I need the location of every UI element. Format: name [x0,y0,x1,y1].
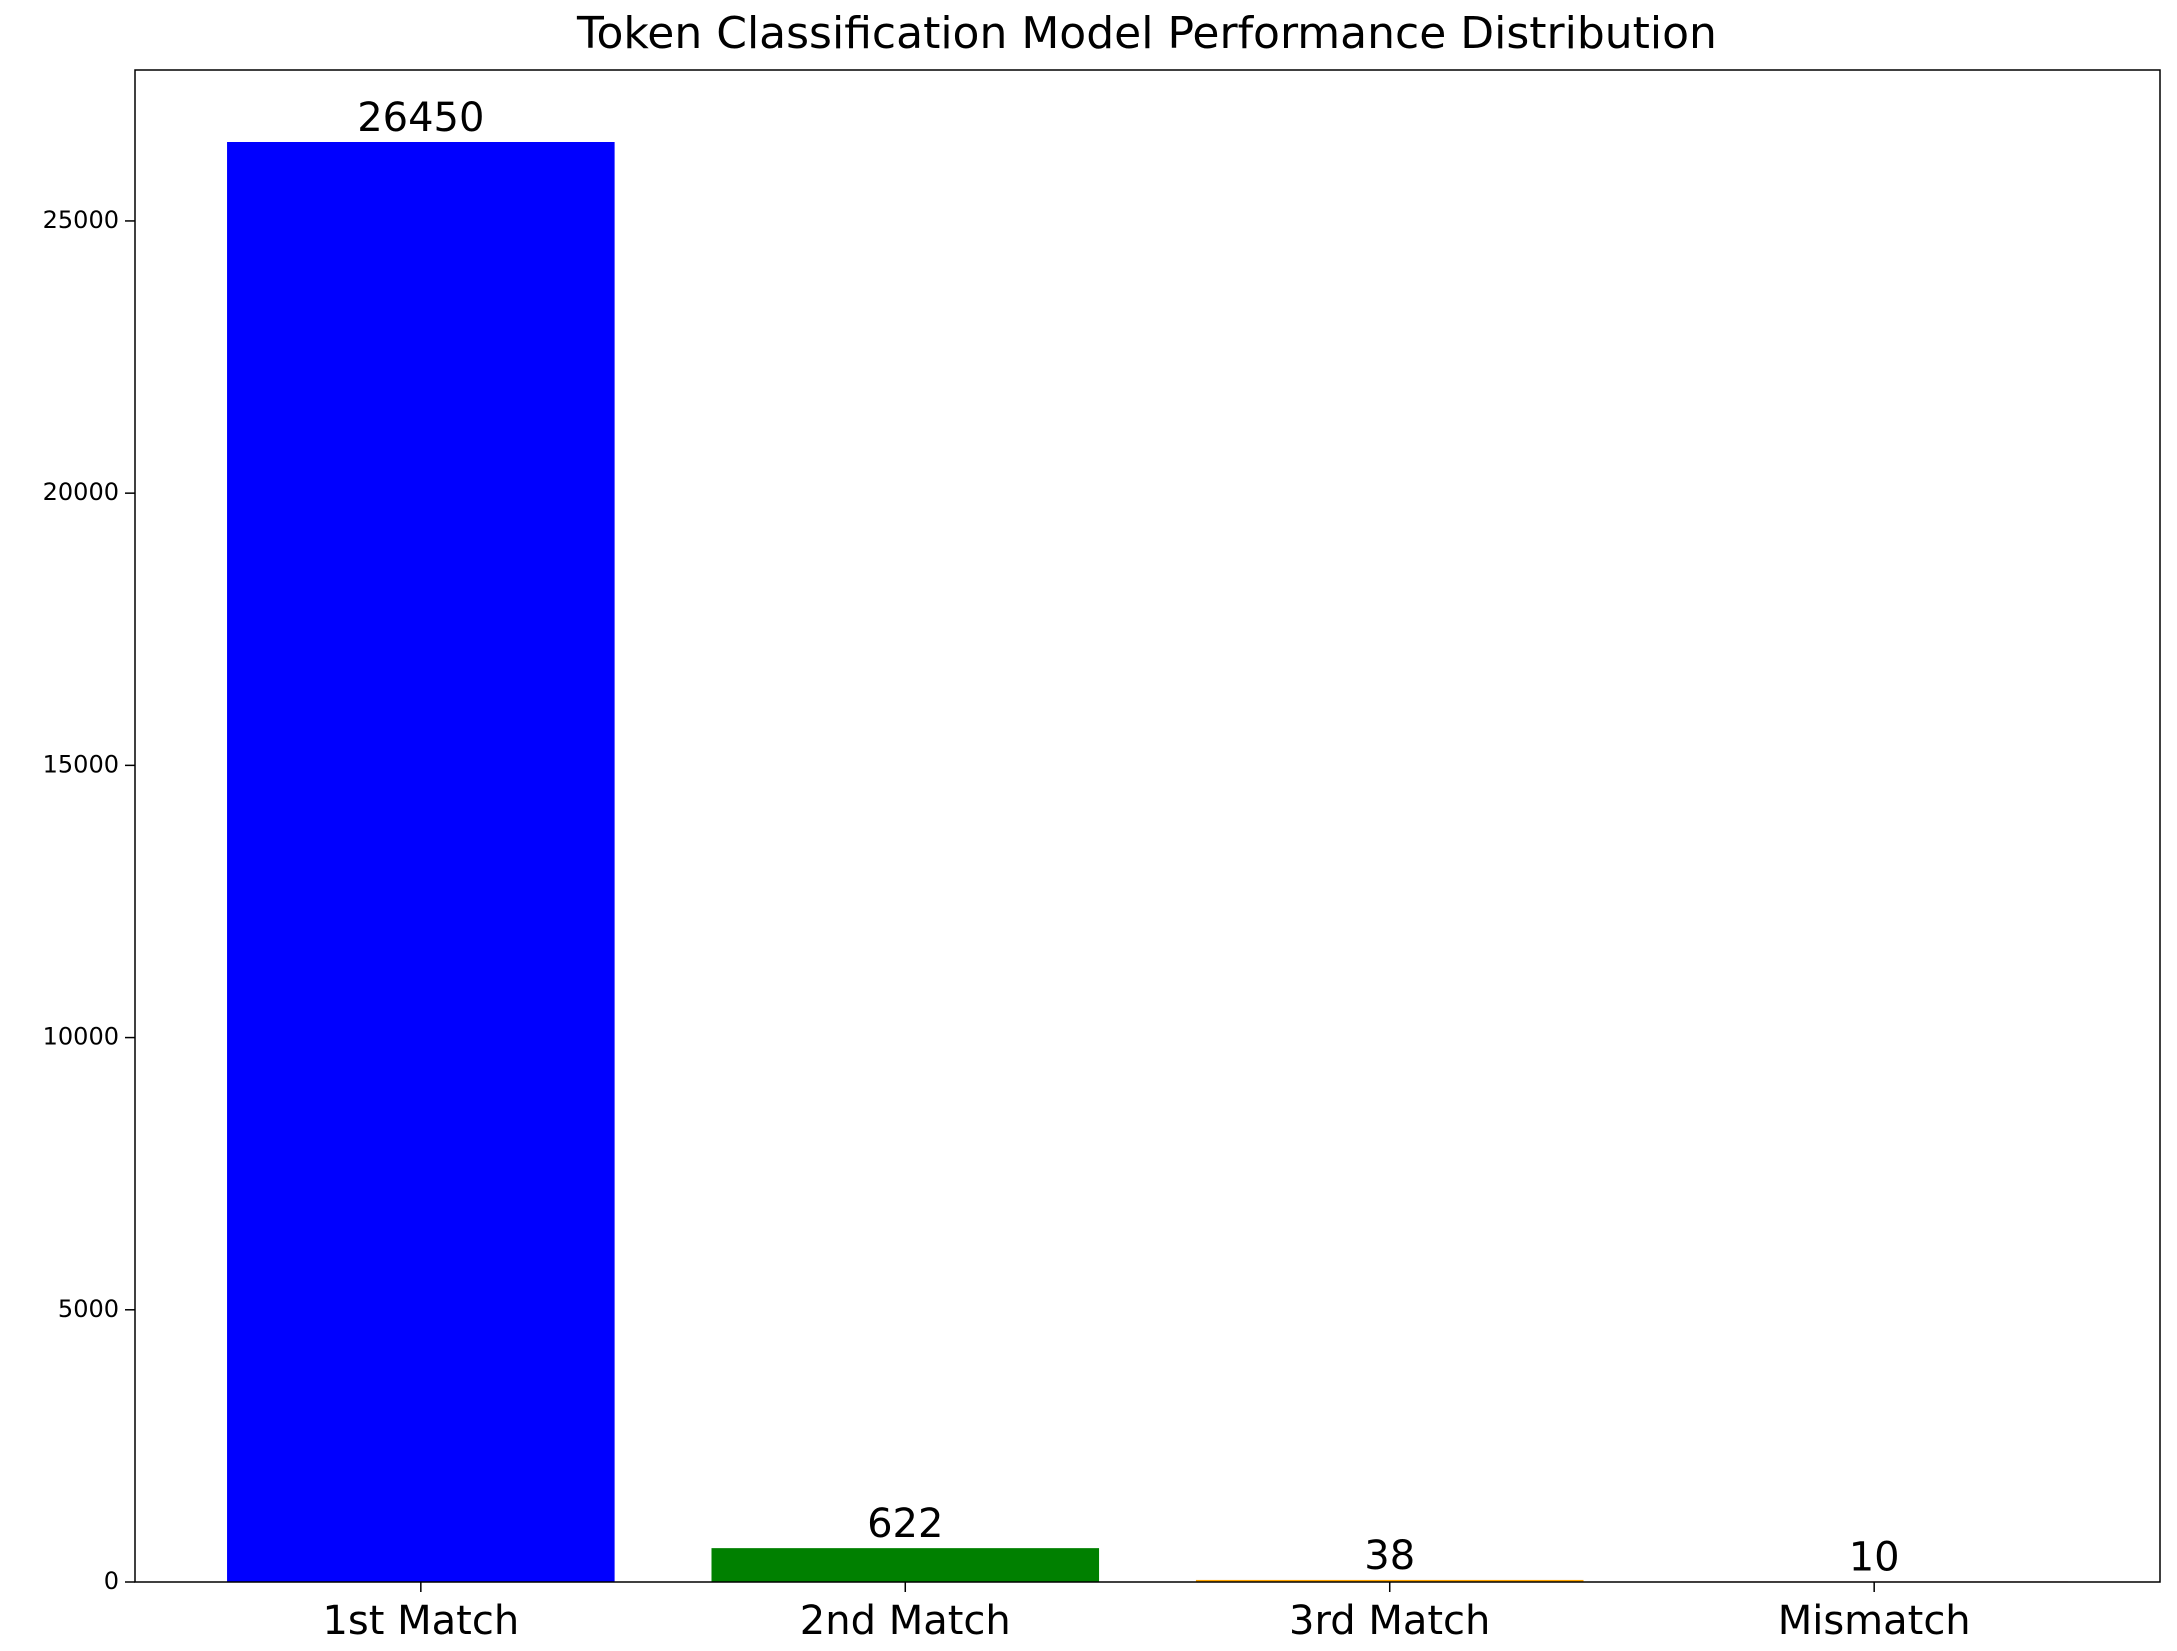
value-label: 10 [1849,1534,1900,1580]
y-tick-label: 0 [104,1567,119,1595]
bar [1195,1579,1584,1582]
value-label: 38 [1364,1533,1415,1579]
bar [227,142,615,1582]
chart-title: Token Classification Model Performance D… [576,8,1717,59]
bar [711,1548,1100,1582]
value-label: 622 [867,1501,943,1547]
y-tick-label: 10000 [43,1023,119,1051]
x-tick-label: 3rd Match [1289,1598,1490,1644]
y-tick-label: 15000 [43,750,119,778]
y-tick-label: 20000 [43,478,119,506]
x-tick-label: 2nd Match [800,1598,1011,1644]
plot-frame [134,69,2161,1583]
x-tick-label: 1st Match [322,1598,519,1644]
y-tick-label: 25000 [43,206,119,234]
y-tick-label: 5000 [58,1295,119,1323]
value-label: 26450 [357,95,484,141]
x-tick-label: Mismatch [1778,1598,1971,1644]
